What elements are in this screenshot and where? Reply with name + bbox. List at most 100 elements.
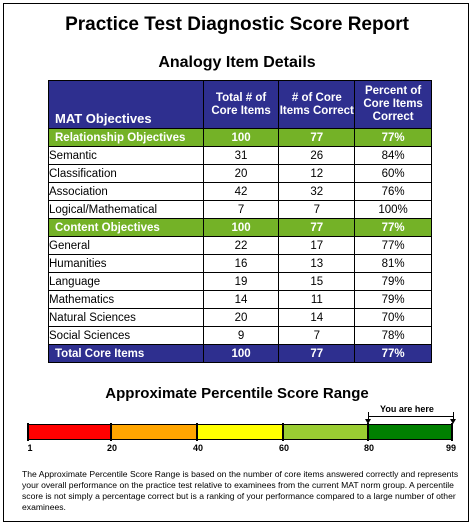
row-total: 31 [202, 146, 280, 165]
header-objectives: MAT Objectives [48, 80, 204, 129]
group-percent: 77% [354, 128, 432, 147]
row-name: Natural Sciences [48, 308, 204, 327]
row-total: 16 [202, 254, 280, 273]
group-row-content: Content Objectives 100 77 77% [48, 218, 432, 237]
table-row: Humanities 16 13 81% [48, 254, 432, 273]
report-frame [3, 3, 469, 522]
row-correct: 14 [278, 308, 356, 327]
percentile-bar [27, 424, 453, 440]
group-correct: 77 [278, 128, 356, 147]
analogy-details-table: MAT Objectives Total # of Core Items # o… [48, 80, 432, 363]
tick-mark [282, 423, 284, 441]
percentile-segment-40-60 [198, 425, 284, 439]
section-title: Analogy Item Details [158, 54, 316, 71]
you-are-here-label: You are here [380, 404, 434, 414]
row-name: Humanities [48, 254, 204, 273]
report-title: Practice Test Diagnostic Score Report [65, 14, 409, 35]
row-name: Mathematics [48, 290, 204, 309]
arrow-down-icon [365, 419, 371, 424]
table-row: Association 42 32 76% [48, 182, 432, 201]
percentile-footnote: The Approximate Percentile Score Range i… [22, 469, 459, 512]
row-name: General [48, 236, 204, 255]
row-percent: 77% [354, 236, 432, 255]
group-correct: 77 [278, 218, 356, 237]
group-name: Content Objectives [48, 218, 204, 237]
row-name: Association [48, 182, 204, 201]
header-total-items: Total # of Core Items [202, 80, 280, 129]
tick-mark [27, 423, 29, 441]
percentile-segment-80-99 [369, 425, 452, 439]
row-name: Logical/Mathematical [48, 200, 204, 219]
row-percent: 79% [354, 272, 432, 291]
row-total: 22 [202, 236, 280, 255]
tick-label: 1 [27, 443, 33, 453]
table-row: Language 19 15 79% [48, 272, 432, 291]
tick-label: 80 [363, 443, 375, 453]
percentile-segment-20-40 [112, 425, 198, 439]
row-name: Semantic [48, 146, 204, 165]
row-name: Social Sciences [48, 326, 204, 345]
table-row: Logical/Mathematical 7 7 100% [48, 200, 432, 219]
row-name: Classification [48, 164, 204, 183]
row-correct: 15 [278, 272, 356, 291]
row-total: 19 [202, 272, 280, 291]
table-row: Semantic 31 26 84% [48, 146, 432, 165]
tick-mark [451, 423, 453, 441]
row-total: 20 [202, 308, 280, 327]
row-correct: 7 [278, 200, 356, 219]
row-correct: 32 [278, 182, 356, 201]
table-row: Natural Sciences 20 14 70% [48, 308, 432, 327]
header-items-correct: # of Core Items Correct [278, 80, 356, 129]
group-percent: 77% [354, 218, 432, 237]
tick-label: 20 [106, 443, 118, 453]
row-percent: 60% [354, 164, 432, 183]
row-total: 20 [202, 164, 280, 183]
header-percent-correct: Percent of Core Items Correct [354, 80, 432, 129]
row-percent: 70% [354, 308, 432, 327]
row-correct: 17 [278, 236, 356, 255]
row-total: 7 [202, 200, 280, 219]
group-row-relationship: Relationship Objectives 100 77 77% [48, 128, 432, 147]
total-row: Total Core Items 100 77 77% [48, 344, 432, 363]
row-total: 14 [202, 290, 280, 309]
row-percent: 100% [354, 200, 432, 219]
row-percent: 84% [354, 146, 432, 165]
row-correct: 13 [278, 254, 356, 273]
table-row: General 22 17 77% [48, 236, 432, 255]
row-percent: 79% [354, 290, 432, 309]
you-are-here-bracket [368, 416, 454, 417]
tick-mark [196, 423, 198, 441]
tick-label: 60 [278, 443, 290, 453]
table-row: Social Sciences 9 7 78% [48, 326, 432, 345]
table-row: Classification 20 12 60% [48, 164, 432, 183]
group-total: 100 [202, 218, 280, 237]
bracket-cap-right [453, 412, 454, 422]
tick-mark [367, 423, 369, 441]
row-correct: 26 [278, 146, 356, 165]
row-total: 9 [202, 326, 280, 345]
total-name: Total Core Items [48, 344, 204, 363]
row-correct: 7 [278, 326, 356, 345]
row-percent: 76% [354, 182, 432, 201]
row-total: 42 [202, 182, 280, 201]
total-items: 100 [202, 344, 280, 363]
table-row: Mathematics 14 11 79% [48, 290, 432, 309]
row-correct: 11 [278, 290, 356, 309]
percentile-segment-1-20 [28, 425, 112, 439]
percentile-segment-60-80 [284, 425, 369, 439]
tick-mark [110, 423, 112, 441]
tick-label: 99 [445, 443, 457, 453]
row-correct: 12 [278, 164, 356, 183]
percentile-title: Approximate Percentile Score Range [105, 385, 369, 402]
total-percent: 77% [354, 344, 432, 363]
row-name: Language [48, 272, 204, 291]
row-percent: 81% [354, 254, 432, 273]
bracket-cap-left [368, 412, 369, 422]
tick-label: 40 [192, 443, 204, 453]
row-percent: 78% [354, 326, 432, 345]
total-correct: 77 [278, 344, 356, 363]
arrow-down-icon [450, 419, 456, 424]
group-total: 100 [202, 128, 280, 147]
group-name: Relationship Objectives [48, 128, 204, 147]
table-header-row: MAT Objectives Total # of Core Items # o… [48, 80, 432, 129]
